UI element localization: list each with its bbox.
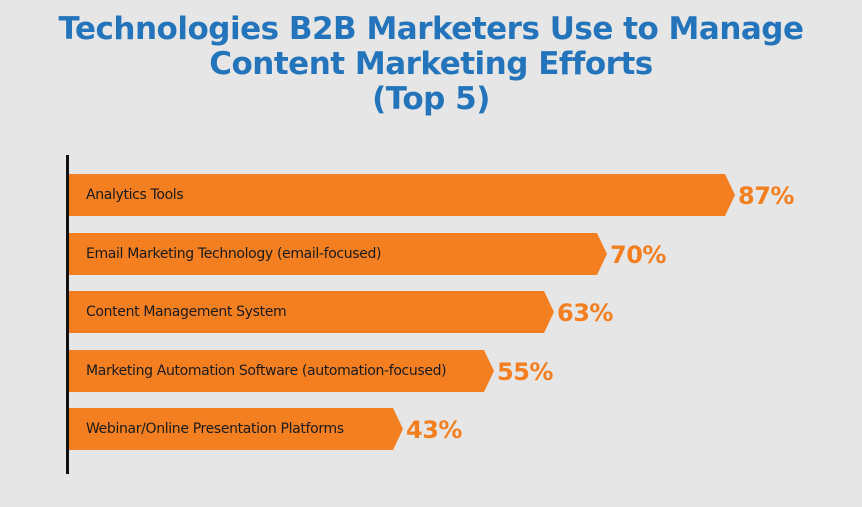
bar-arrow-tip [484,350,494,392]
category-label: Content Management System [86,304,287,320]
category-label: Email Marketing Technology (email-focuse… [86,246,382,262]
chart-title-line-2: Content Marketing Efforts [209,46,653,82]
y-axis-line [66,155,69,474]
value-label: 87% [738,182,794,210]
bar-arrow-tip [393,408,403,450]
bar: Content Management System [69,291,554,333]
chart-title: Technologies B2B Marketers Use to Manage… [0,12,862,117]
chart-title-line-1: Technologies B2B Marketers Use to Manage [58,11,804,47]
bar-arrow-tip [597,233,607,275]
value-label: 55% [497,358,553,386]
bar-arrow-tip [544,291,554,333]
bar: Email Marketing Technology (email-focuse… [69,233,607,275]
value-label: 43% [406,416,462,444]
chart-title-line-3: (Top 5) [372,81,490,117]
bar: Webinar/Online Presentation Platforms [69,408,403,450]
category-label: Analytics Tools [86,187,184,203]
value-label: 63% [557,299,613,327]
category-label: Webinar/Online Presentation Platforms [86,421,344,437]
value-label: 70% [610,241,666,269]
category-label: Marketing Automation Software (automatio… [86,363,447,379]
bar-arrow-tip [725,174,735,216]
bar: Marketing Automation Software (automatio… [69,350,494,392]
bar: Analytics Tools [69,174,735,216]
